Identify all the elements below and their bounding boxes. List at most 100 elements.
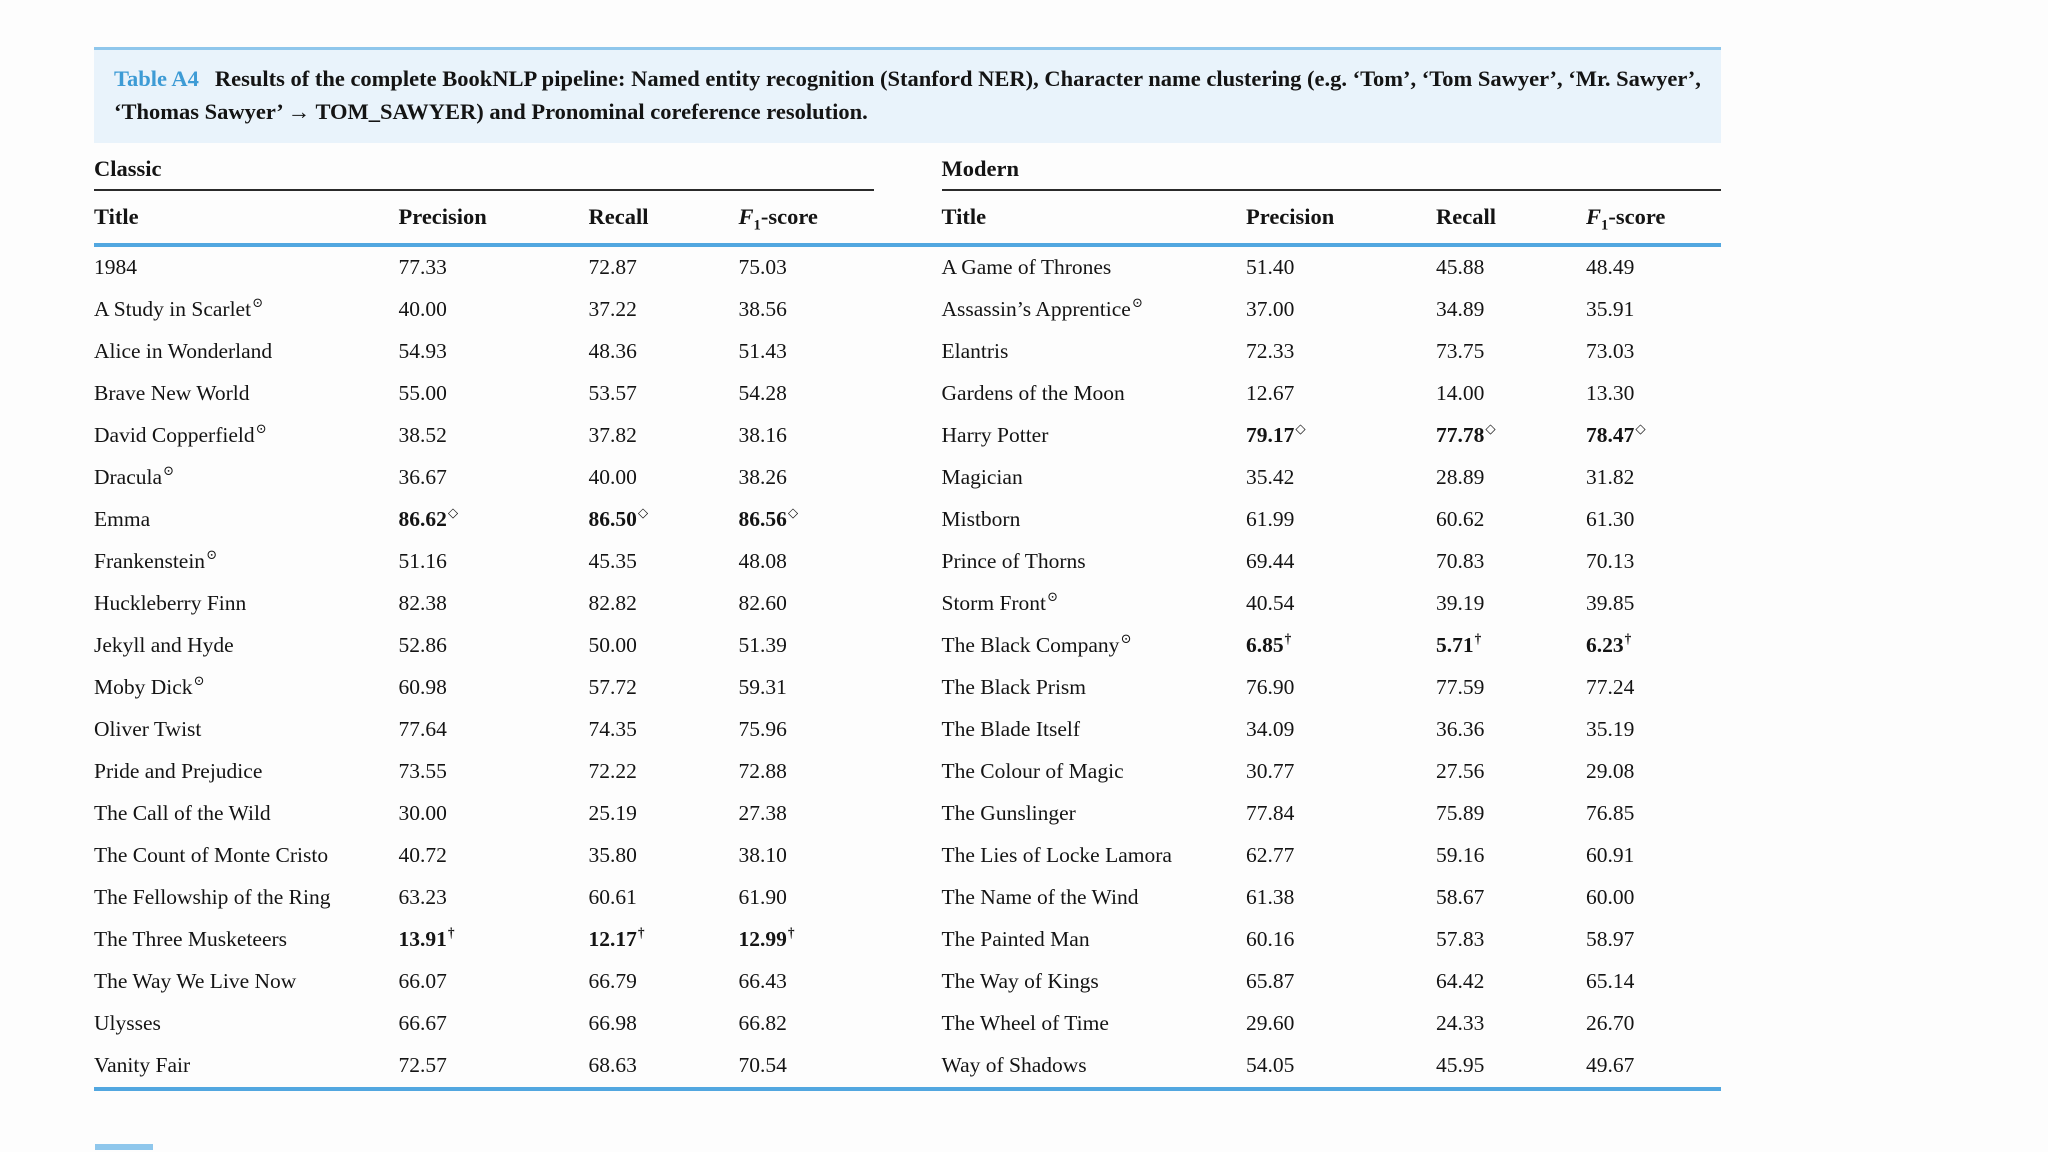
title-cell: The Count of Monte Cristo	[94, 843, 329, 868]
recall-cell: 77.59	[1436, 675, 1485, 700]
table-row: Moby Dick⊙ 60.98 57.72 59.31	[94, 667, 874, 709]
table-row: The Colour of Magic 30.77 27.56 29.08	[942, 751, 1722, 793]
precision-cell: 72.33	[1246, 339, 1295, 364]
table-row: The Wheel of Time 29.60 24.33 26.70	[942, 1003, 1722, 1045]
title-cell: Magician	[941, 465, 1023, 490]
table-row: David Copperfield⊙ 38.52 37.82 38.16	[94, 415, 874, 457]
classic-table-body: 1984 77.33 72.87 75.03 A Study in Scarlet⊙ 40…	[94, 247, 874, 1087]
precision-cell: 79.17◇	[1246, 420, 1306, 448]
precision-cell: 76.90	[1246, 675, 1295, 700]
title-cell: Storm Front⊙	[941, 588, 1059, 616]
title-cell: Mistborn	[941, 507, 1021, 532]
recall-cell: 59.16	[1436, 843, 1485, 868]
table-row: The Count of Monte Cristo 40.72 35.80 38.10	[94, 835, 874, 877]
recall-cell: 53.57	[588, 381, 637, 406]
title-cell: Frankenstein⊙	[94, 546, 218, 574]
precision-cell: 54.93	[398, 339, 447, 364]
column-header-recall: Recall	[1436, 203, 1496, 229]
table-row: Mistborn 61.99 60.62 61.30	[942, 499, 1722, 541]
superscript-mark: †	[1284, 630, 1292, 646]
f1-cell: 35.91	[1586, 297, 1635, 322]
table-row: The Name of the Wind 61.38 58.67 60.00	[942, 877, 1722, 919]
table-row: Elantris 72.33 73.75 73.03	[942, 331, 1722, 373]
title-cell: Gardens of the Moon	[941, 381, 1125, 406]
precision-cell: 13.91†	[398, 924, 455, 952]
precision-cell: 12.67	[1246, 381, 1295, 406]
table-row: Dracula⊙ 36.67 40.00 38.26	[94, 457, 874, 499]
superscript-mark: ◇	[1485, 420, 1496, 436]
recall-cell: 14.00	[1436, 381, 1485, 406]
precision-cell: 54.05	[1246, 1053, 1295, 1078]
precision-cell: 55.00	[398, 381, 447, 406]
table-row: The Lies of Locke Lamora 62.77 59.16 60.91	[942, 835, 1722, 877]
table-row: Frankenstein⊙ 51.16 45.35 48.08	[94, 541, 874, 583]
f1-cell: 38.56	[738, 297, 787, 322]
f1-cell: 29.08	[1586, 759, 1635, 784]
recall-cell: 57.72	[588, 675, 637, 700]
precision-cell: 34.09	[1246, 717, 1295, 742]
recall-cell: 36.36	[1436, 717, 1485, 742]
f1-cell: 59.31	[738, 675, 787, 700]
f1-cell: 73.03	[1586, 339, 1635, 364]
f1-cell: 61.90	[738, 885, 787, 910]
f1-cell: 27.38	[738, 801, 787, 826]
f1-cell: 75.03	[738, 255, 787, 280]
table-row: Brave New World 55.00 53.57 54.28	[94, 373, 874, 415]
table-bodies: 1984 77.33 72.87 75.03 A Study in Scarlet⊙ 40…	[94, 247, 1721, 1087]
superscript-mark: ⊙	[255, 420, 267, 436]
f1-cell: 66.43	[738, 969, 787, 994]
table-row: Assassin’s Apprentice⊙ 37.00 34.89 35.91	[942, 289, 1722, 331]
recall-cell: 48.36	[588, 339, 637, 364]
title-cell: The Black Prism	[941, 675, 1087, 700]
recall-cell: 27.56	[1436, 759, 1485, 784]
group-header-modern: Modern	[941, 156, 1721, 191]
title-cell: Elantris	[941, 339, 1009, 364]
precision-cell: 65.87	[1246, 969, 1295, 994]
precision-cell: 66.07	[398, 969, 447, 994]
recall-cell: 77.78◇	[1436, 420, 1496, 448]
title-cell: David Copperfield⊙	[94, 420, 267, 448]
recall-cell: 34.89	[1436, 297, 1485, 322]
table-row: Gardens of the Moon 12.67 14.00 13.30	[942, 373, 1722, 415]
precision-cell: 61.38	[1246, 885, 1295, 910]
group-header-row: Classic Modern	[94, 156, 1721, 191]
f1-cell: 75.96	[738, 717, 787, 742]
superscript-mark: ◇	[447, 504, 459, 520]
f1-cell: 38.10	[738, 843, 787, 868]
column-headers-classic: Title Precision Recall F1-score	[94, 191, 874, 243]
table-row: Harry Potter 79.17◇ 77.78◇ 78.47◇	[942, 415, 1722, 457]
precision-cell: 77.64	[398, 717, 447, 742]
recall-cell: 72.22	[588, 759, 637, 784]
table-row: Huckleberry Finn 82.38 82.82 82.60	[94, 583, 874, 625]
title-cell: 1984	[94, 255, 137, 280]
table-row: The Three Musketeers 13.91† 12.17† 12.99†	[94, 919, 874, 961]
title-cell: The Black Company⊙	[941, 630, 1132, 658]
superscript-mark: ⊙	[1120, 630, 1132, 646]
title-cell: Pride and Prejudice	[94, 759, 263, 784]
recall-cell: 70.83	[1436, 549, 1485, 574]
precision-cell: 51.40	[1246, 255, 1295, 280]
f1-cell: 58.97	[1586, 927, 1635, 952]
title-cell: The Painted Man	[941, 927, 1090, 952]
title-cell: Oliver Twist	[94, 717, 202, 742]
f1-cell: 82.60	[738, 591, 787, 616]
table-row: Storm Front⊙ 40.54 39.19 39.85	[942, 583, 1722, 625]
superscript-mark: †	[787, 924, 795, 940]
recall-cell: 72.87	[588, 255, 637, 280]
superscript-mark: †	[637, 924, 645, 940]
recall-cell: 35.80	[588, 843, 637, 868]
table-row: Emma 86.62◇ 86.50◇ 86.56◇	[94, 499, 874, 541]
next-table-caption-fragment	[95, 1144, 153, 1150]
precision-cell: 72.57	[398, 1053, 447, 1078]
precision-cell: 40.72	[398, 843, 447, 868]
column-header-title: Title	[94, 203, 139, 229]
superscript-mark: ⊙	[1131, 294, 1143, 310]
recall-cell: 60.62	[1436, 507, 1485, 532]
superscript-mark: ⊙	[252, 294, 264, 310]
f1-cell: 48.08	[738, 549, 787, 574]
superscript-mark: ◇	[1295, 420, 1306, 436]
superscript-mark: ⊙	[193, 672, 205, 688]
table-caption: Table A4 Results of the complete BookNLP …	[94, 47, 1721, 143]
superscript-mark: ◇	[787, 504, 799, 520]
table-row: The Black Company⊙ 6.85† 5.71† 6.23†	[942, 625, 1722, 667]
